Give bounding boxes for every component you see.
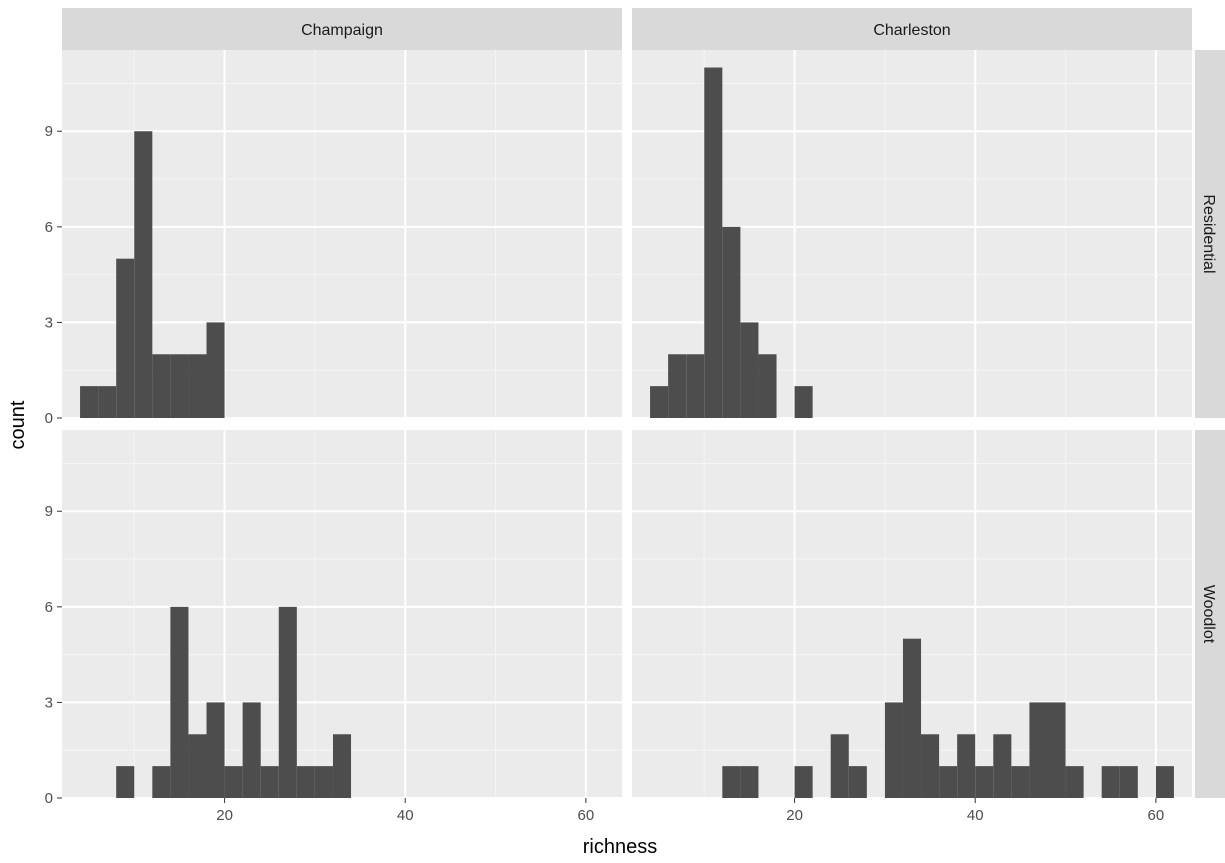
panel-charleston-woodlot bbox=[632, 430, 1192, 799]
histogram-bar bbox=[884, 702, 903, 798]
histogram-bar bbox=[650, 386, 669, 418]
histogram-bar bbox=[170, 354, 189, 418]
facet-strip-label: Woodlot bbox=[1200, 585, 1217, 644]
histogram-bar bbox=[1119, 766, 1138, 798]
x-tick-label: 60 bbox=[578, 807, 595, 824]
histogram-bar bbox=[152, 354, 171, 418]
y-tick-label: 6 bbox=[45, 599, 53, 616]
x-tick-label: 40 bbox=[397, 807, 414, 824]
facet-strip-champaign bbox=[62, 8, 622, 50]
x-axis-title: richness bbox=[583, 836, 657, 858]
histogram-bar bbox=[758, 354, 777, 418]
facet-strip-label: Champaign bbox=[301, 22, 383, 39]
y-axis-title: count bbox=[7, 400, 29, 449]
facet-strip-label: Charleston bbox=[873, 22, 950, 39]
histogram-bar bbox=[278, 606, 297, 798]
panel-champaign-residential bbox=[62, 50, 622, 419]
x-tick-label: 20 bbox=[216, 807, 233, 824]
histogram-bar bbox=[116, 258, 135, 418]
histogram-bar bbox=[224, 766, 243, 798]
histogram-bar bbox=[975, 766, 994, 798]
histogram-bar bbox=[116, 766, 135, 798]
histogram-bar bbox=[722, 226, 741, 418]
histogram-bar bbox=[686, 354, 705, 418]
y-tick-label: 0 bbox=[45, 790, 53, 807]
histogram-bar bbox=[1029, 702, 1048, 798]
x-tick-label: 60 bbox=[1148, 807, 1165, 824]
y-tick-label: 3 bbox=[45, 314, 53, 331]
histogram-bar bbox=[704, 67, 723, 419]
histogram-bar bbox=[830, 734, 849, 798]
histogram-bar bbox=[1155, 766, 1174, 798]
histogram-bar bbox=[740, 322, 759, 418]
facet-strip-woodlot bbox=[1195, 430, 1225, 798]
histogram-bar bbox=[332, 734, 352, 798]
histogram-bar bbox=[260, 766, 279, 798]
y-tick-label: 3 bbox=[45, 694, 53, 711]
histogram-bar bbox=[206, 702, 225, 798]
histogram-bar bbox=[848, 766, 867, 798]
histogram-bar bbox=[170, 606, 189, 798]
histogram-bar bbox=[242, 702, 261, 798]
histogram-bar bbox=[134, 131, 153, 418]
y-tick-label: 9 bbox=[45, 123, 53, 140]
histogram-bar bbox=[314, 766, 333, 798]
histogram-bar bbox=[740, 766, 759, 798]
histogram-bar bbox=[668, 354, 687, 418]
histogram-bar bbox=[1065, 766, 1084, 798]
histogram-bar bbox=[80, 386, 99, 418]
facet-strip-label: Residential bbox=[1200, 194, 1217, 273]
histogram-bar bbox=[722, 766, 741, 798]
panel-charleston-residential bbox=[632, 50, 1192, 419]
histogram-bar bbox=[921, 734, 940, 798]
histogram-bar bbox=[1101, 766, 1120, 798]
histogram-bar bbox=[296, 766, 315, 798]
axis-layer: 0 3 6 9 0 3 6 9 20 40 60 20 40 60 bbox=[45, 123, 1165, 824]
histogram-bar bbox=[993, 734, 1012, 798]
histogram-bar bbox=[188, 354, 207, 418]
histogram-bar bbox=[1011, 766, 1030, 798]
panel-champaign-woodlot bbox=[62, 430, 622, 799]
y-tick-label: 9 bbox=[45, 503, 53, 520]
strip-layer: Champaign Charleston Residential Woodlot bbox=[62, 8, 1225, 798]
histogram-bar bbox=[939, 766, 958, 798]
y-tick-label: 6 bbox=[45, 219, 53, 236]
y-tick-label: 0 bbox=[45, 410, 53, 427]
histogram-bar bbox=[794, 766, 813, 798]
histogram-bar bbox=[98, 386, 117, 418]
x-tick-label: 20 bbox=[786, 807, 803, 824]
facet-strip-residential bbox=[1195, 50, 1225, 418]
facet-strip-charleston bbox=[632, 8, 1192, 50]
x-tick-label: 40 bbox=[967, 807, 984, 824]
histogram-bar bbox=[206, 322, 225, 418]
histogram-bar bbox=[957, 734, 976, 798]
histogram-bar bbox=[1047, 702, 1066, 798]
panel-layer bbox=[62, 50, 1192, 799]
histogram-bar bbox=[794, 386, 813, 418]
histogram-bar bbox=[188, 734, 207, 798]
histogram-bar bbox=[902, 638, 922, 798]
histogram-bar bbox=[152, 766, 171, 798]
